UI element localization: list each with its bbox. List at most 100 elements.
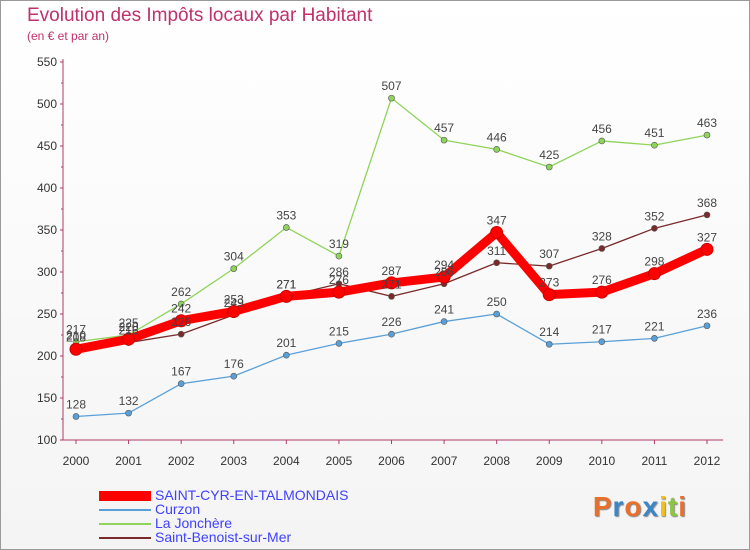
- data-label-3: 328: [592, 229, 612, 243]
- x-tick-label: 2011: [642, 454, 668, 468]
- data-label-1: 217: [592, 323, 612, 337]
- y-tick-label: 150: [37, 391, 57, 405]
- data-point-1: [388, 330, 395, 338]
- data-label-2: 457: [434, 121, 454, 135]
- data-label-1: 215: [329, 324, 349, 338]
- data-point-1: [651, 335, 658, 342]
- data-label-3: 286: [329, 265, 349, 279]
- legend-swatch: [99, 509, 151, 511]
- legend-label: Saint-Benoist-sur-Mer: [155, 529, 292, 545]
- data-label-1: 250: [487, 295, 507, 309]
- data-label-2: 217: [66, 323, 86, 337]
- legend-swatch: [99, 537, 151, 539]
- chart-axes: 100 150 200 250 300 350 400 450 500 550 2000 2001 20…: [37, 55, 723, 468]
- data-point-1: [703, 322, 711, 330]
- data-point-2: [388, 94, 395, 102]
- data-point-3: [545, 262, 553, 270]
- data-label-0: 242: [171, 302, 191, 316]
- data-label-0: 271: [276, 277, 296, 291]
- data-label-2: 463: [697, 116, 717, 130]
- series-points: [69, 94, 714, 420]
- data-point-1: [545, 340, 553, 348]
- x-tick-label: 2010: [588, 454, 615, 468]
- data-point-2: [440, 136, 448, 144]
- data-point-2: [598, 137, 606, 145]
- x-tick-label: 2006: [378, 454, 405, 468]
- logo-letter: P: [592, 491, 613, 522]
- legend-swatch: [99, 523, 151, 525]
- data-label-1: 236: [697, 307, 717, 321]
- data-point-1: [72, 413, 80, 420]
- data-point-1: [177, 380, 185, 388]
- data-point-1: [283, 351, 290, 359]
- y-tick-label: 250: [37, 307, 57, 321]
- data-point-1: [493, 310, 500, 318]
- data-point-1: [230, 372, 238, 380]
- data-point-0: [122, 332, 136, 346]
- y-tick-label: 450: [37, 139, 57, 153]
- y-tick-label: 550: [37, 55, 57, 69]
- data-label-0: 327: [697, 230, 717, 244]
- y-tick-label: 300: [37, 265, 57, 279]
- data-point-2: [335, 252, 343, 260]
- x-tick-label: 2001: [115, 454, 142, 468]
- data-label-1: 226: [381, 315, 401, 329]
- data-label-2: 353: [276, 208, 296, 222]
- x-tick-label: 2005: [326, 454, 353, 468]
- data-label-2: 425: [539, 148, 559, 162]
- data-point-2: [703, 131, 711, 139]
- data-point-0: [700, 242, 714, 256]
- data-point-0: [69, 342, 83, 356]
- data-label-3: 271: [381, 277, 401, 291]
- x-tick-label: 2008: [483, 454, 510, 468]
- data-label-2: 456: [592, 122, 612, 136]
- data-point-1: [335, 340, 343, 347]
- data-label-0: 220: [119, 320, 139, 334]
- proxiti-logo: Proxiti: [593, 491, 687, 523]
- data-label-3: 249: [224, 296, 244, 310]
- data-point-0: [490, 226, 504, 240]
- data-point-3: [703, 211, 711, 219]
- data-label-2: 446: [487, 130, 507, 144]
- data-label-1: 221: [644, 319, 664, 333]
- data-point-3: [493, 259, 500, 267]
- data-label-3: 210: [66, 329, 86, 343]
- logo-letter: x: [642, 491, 660, 522]
- legend-label: Curzon: [155, 501, 201, 517]
- x-tick-label: 2009: [536, 454, 563, 468]
- data-label-1: 201: [276, 336, 296, 350]
- data-point-2: [545, 163, 553, 171]
- data-label-1: 176: [224, 357, 244, 371]
- data-point-0: [385, 276, 398, 290]
- data-label-1: 214: [539, 325, 559, 339]
- logo-letter: r: [612, 491, 625, 522]
- data-label-0: 276: [329, 273, 349, 287]
- y-tick-label: 200: [37, 349, 57, 363]
- data-point-1: [125, 409, 132, 417]
- data-point-2: [177, 300, 185, 308]
- data-label-0: 276: [592, 273, 612, 287]
- data-label-2: 304: [224, 250, 244, 264]
- data-label-1: 128: [66, 397, 86, 411]
- y-tick-label: 350: [37, 223, 57, 237]
- data-point-3: [651, 225, 658, 232]
- logo-letter: t: [667, 491, 679, 522]
- x-tick-label: 2007: [431, 454, 458, 468]
- data-point-2: [283, 224, 290, 231]
- data-label-3: 286: [434, 265, 454, 279]
- data-point-0: [279, 289, 293, 303]
- data-point-2: [230, 265, 238, 272]
- data-point-0: [437, 270, 451, 284]
- data-label-1: 167: [171, 365, 191, 379]
- logo-letter: i: [659, 491, 668, 522]
- data-point-1: [598, 338, 606, 346]
- data-point-3: [388, 293, 395, 300]
- data-label-3: 352: [644, 209, 664, 223]
- data-label-3: 271: [276, 277, 296, 291]
- legend-label: La Jonchère: [155, 515, 233, 531]
- chart-title: Evolution des Impôts locaux par Habitant: [27, 5, 373, 26]
- legend-swatch: [99, 491, 151, 501]
- data-label-0: 273: [539, 276, 559, 290]
